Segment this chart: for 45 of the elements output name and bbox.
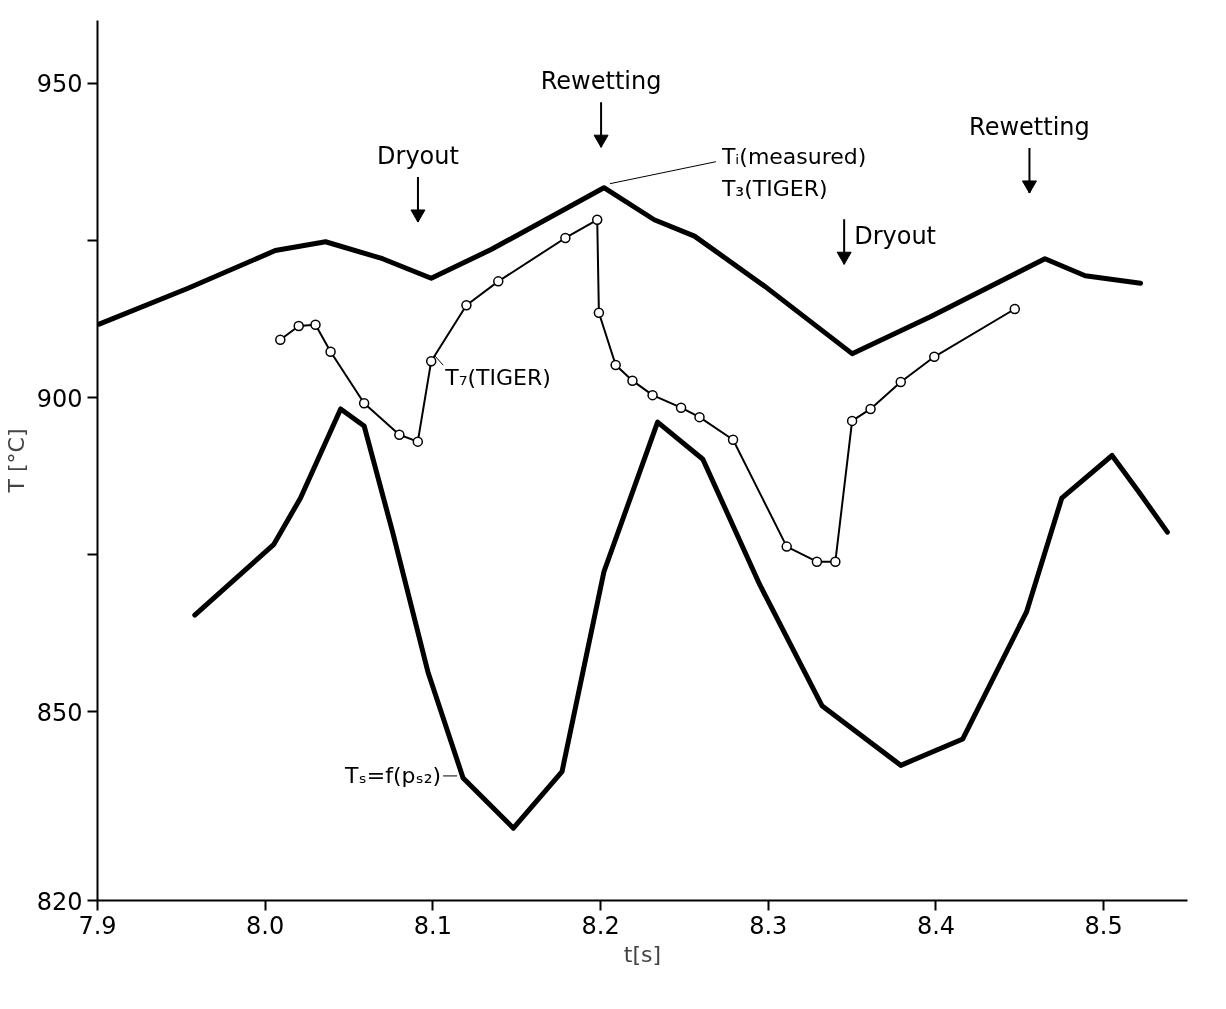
point [293, 320, 304, 332]
point [591, 214, 603, 225]
annotation: Rewetting [969, 112, 1090, 141]
x-tick-label: 8.3 [749, 911, 788, 940]
point [275, 334, 286, 346]
annotation: Dryout [854, 222, 937, 251]
point [781, 541, 792, 552]
annotation: Dryout [377, 142, 459, 171]
point [830, 556, 841, 567]
point [325, 346, 336, 357]
point [865, 403, 876, 415]
point [394, 429, 405, 440]
point [493, 276, 504, 287]
point [461, 300, 472, 311]
point [727, 434, 739, 445]
x-tick-label: 8.0 [246, 911, 285, 940]
annotation: Rewetting [540, 67, 662, 96]
y-tick-label: 850 [36, 698, 83, 727]
x-axis-title: t[s] [623, 941, 662, 967]
point [310, 319, 321, 330]
point [1009, 303, 1021, 315]
point [560, 232, 571, 244]
point [412, 436, 424, 447]
point [675, 402, 687, 413]
x-tick-label: 8.2 [581, 911, 620, 940]
x-tick-label: 8.1 [413, 911, 452, 940]
y-tick-label: 950 [36, 70, 83, 99]
point [895, 376, 906, 388]
point [425, 355, 437, 367]
point [929, 351, 940, 363]
point [610, 359, 621, 371]
y-axis-title: T [°C] [3, 428, 29, 494]
point [358, 398, 370, 409]
point [694, 411, 705, 423]
series-label: T₇(TIGER) [444, 364, 551, 390]
legend-label: Tᵢ(measured) T₃(TIGER) [720, 143, 867, 202]
point [811, 556, 823, 567]
y-tick-label: 900 [36, 384, 83, 413]
point [647, 389, 658, 401]
x-tick-label: 8.4 [916, 911, 956, 940]
point [593, 307, 605, 319]
point [627, 375, 638, 386]
series-label: Tₛ=f(pₛ₂) [344, 763, 442, 789]
point [846, 415, 858, 427]
x-tick-label: 8.5 [1084, 911, 1123, 940]
